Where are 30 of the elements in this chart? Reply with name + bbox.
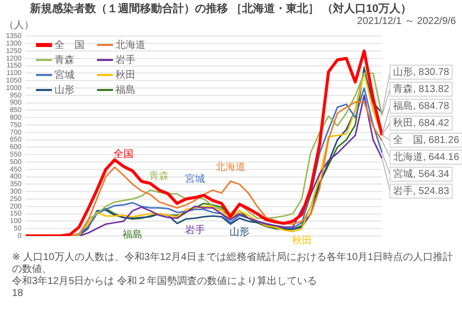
data-label: 福島, 684.78 — [393, 100, 450, 112]
annotation: 秋田 — [292, 234, 312, 246]
annotation: 北海道 — [216, 160, 246, 173]
data-label: 北海道, 644.16 — [393, 150, 460, 163]
annotation: 岩手 — [184, 224, 205, 236]
legend-label: 宮城 — [54, 68, 75, 82]
annotation: 青森 — [149, 170, 170, 182]
legend-label: 秋田 — [116, 68, 136, 82]
annotation: 宮城 — [184, 173, 205, 186]
data-label: 岩手, 524.83 — [393, 184, 450, 197]
legend-label: 岩手 — [116, 54, 136, 68]
legend-label: 青森 — [54, 54, 75, 68]
chart-title: 新規感染者数（１週間移動合計）の推移 ［北海道・東北］ （対人口10万人） — [30, 2, 412, 16]
annotation: 山形 — [229, 226, 250, 238]
text: 18 — [12, 288, 24, 300]
data-label: 全 国, 681.26 — [393, 134, 460, 146]
legend-label: 福島 — [116, 84, 136, 98]
text: ※ 人口10万人の人数は、令和3年12月4日までは総務省統計局における各年10月1日時点の人口推計の数値、 — [12, 252, 454, 276]
legend-label: 北海道 — [116, 38, 146, 52]
y-axis-title: （人） — [4, 19, 34, 32]
data-label: 山形, 830.78 — [393, 66, 450, 78]
data-label: 秋田, 684.42 — [393, 116, 450, 129]
data-label: 宮城, 564.34 — [393, 168, 450, 180]
text: 2021/12/1 ～ 2022/9/6 — [357, 16, 456, 27]
data-label: 青森, 813.82 — [393, 82, 450, 95]
legend-label: 全 国 — [54, 39, 85, 52]
legend-label: 山形 — [54, 84, 75, 98]
annotation: 福島 — [122, 228, 142, 241]
text: 令和3年12月5日からは 令和２年国勢調査の数値により算出している — [12, 276, 318, 288]
annotation: 全国 — [114, 148, 134, 160]
